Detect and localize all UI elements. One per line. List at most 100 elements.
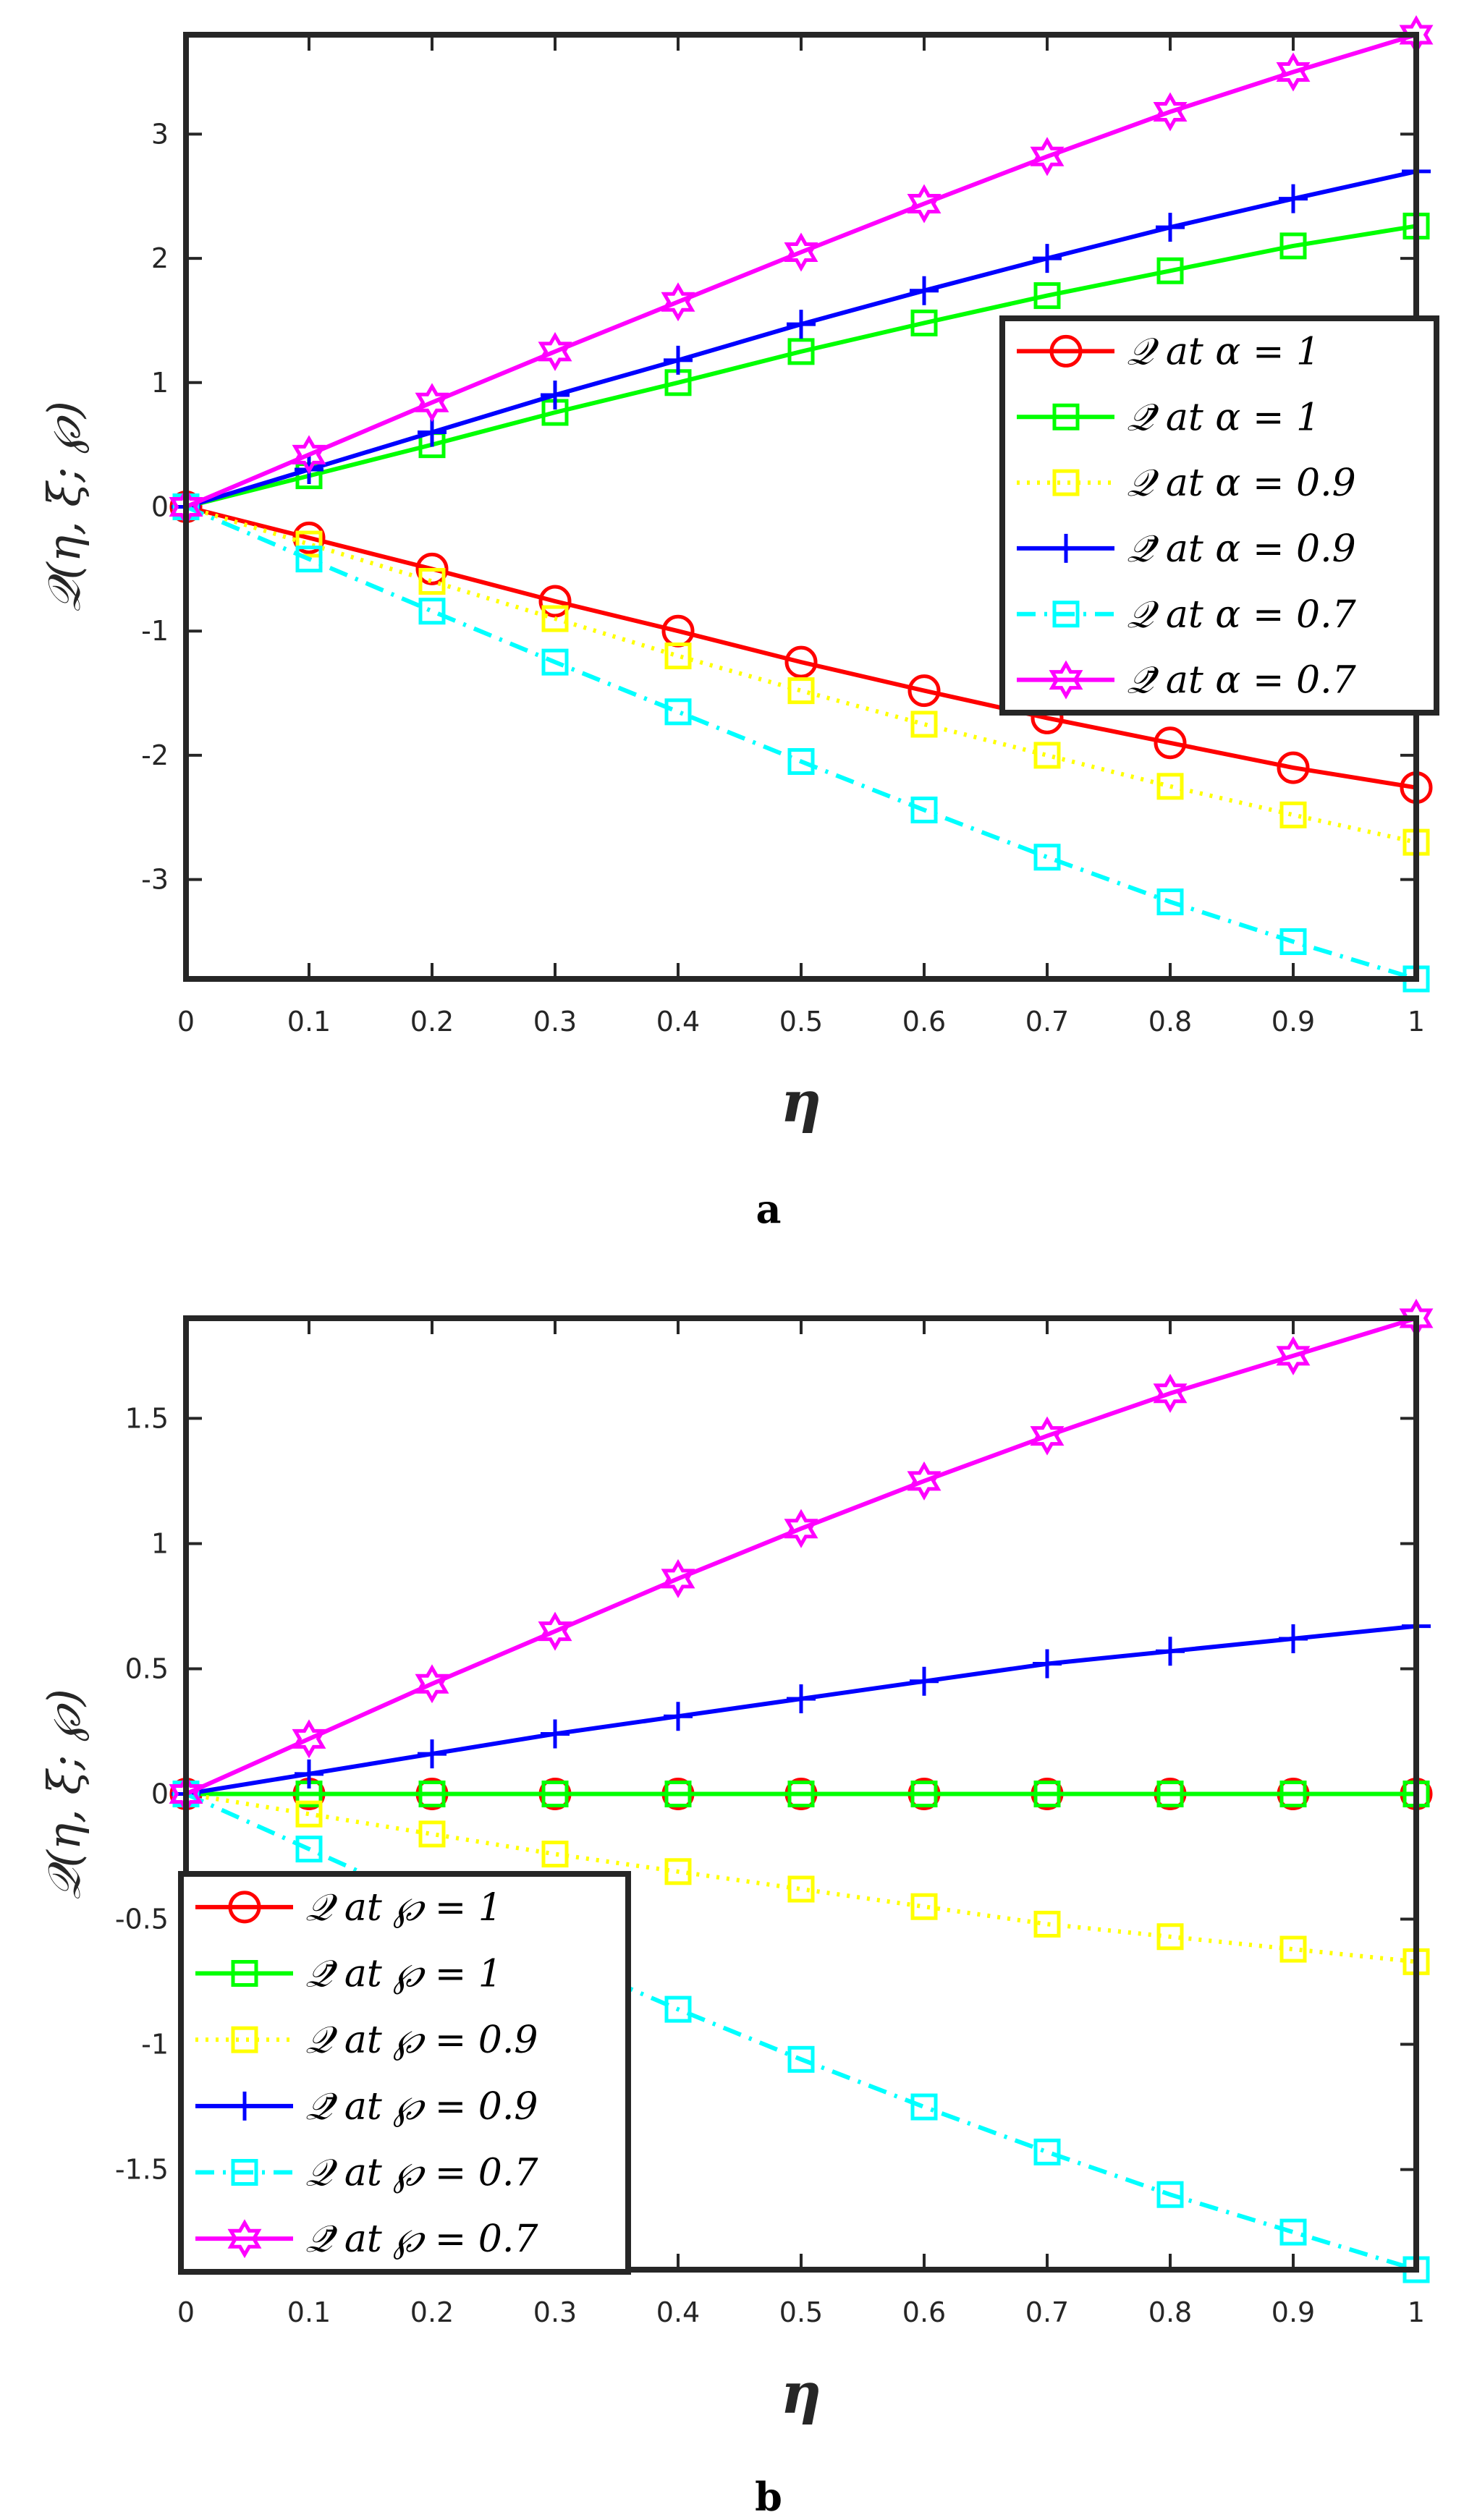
series-line	[185, 504, 1417, 845]
chart-a-x-label: η	[781, 1069, 822, 1135]
legend-item: 𝒬 at α = 1	[1017, 330, 1320, 373]
x-tick-label: 0.4	[656, 1006, 700, 1038]
series-line	[185, 1316, 1417, 1796]
data-point	[784, 1509, 818, 1548]
data-point	[1033, 844, 1061, 871]
x-tick-label: 0.8	[1148, 2296, 1192, 2328]
data-point	[1153, 1373, 1188, 1413]
x-tick-label: 0.6	[902, 1006, 946, 1038]
data-point	[664, 698, 692, 726]
y-tick-label: -1.5	[115, 2154, 169, 2186]
chart-b-y-label: 𝒬(η, ξ; ℘)	[38, 1689, 90, 1900]
x-tick-label: 0.7	[1025, 2296, 1069, 2328]
data-point	[541, 605, 569, 632]
legend-marker	[1049, 660, 1083, 700]
data-point	[787, 1684, 816, 1713]
data-point	[1156, 1923, 1184, 1951]
series-line	[185, 504, 1417, 790]
y-tick-label: 3	[151, 118, 169, 150]
chart-b: -1.5 -1 -0.5 0 0.5 1 1.5 0 0.1 0.2 0.3 0.4 0.5 0.6 0.…	[38, 1298, 1434, 2520]
chart-a-y-ticks: -3 -2 -1 0 1 2 3	[141, 118, 1416, 896]
legend-marker	[1052, 403, 1080, 430]
data-point	[1033, 244, 1062, 273]
data-point	[910, 1781, 938, 1807]
data-point	[1279, 2218, 1307, 2246]
x-tick-label: 0.8	[1148, 1006, 1192, 1038]
data-point	[295, 1759, 323, 1789]
legend-marker	[231, 2159, 258, 2186]
data-point	[1156, 1637, 1185, 1666]
data-point	[415, 383, 449, 423]
data-point	[1277, 751, 1310, 784]
data-point	[1033, 2138, 1061, 2165]
data-point	[418, 417, 447, 447]
x-tick-label: 0.5	[779, 1006, 823, 1038]
x-tick-label: 0.2	[410, 1006, 454, 1038]
legend-marker	[1052, 533, 1080, 563]
data-point	[1279, 801, 1307, 828]
x-tick-label: 0.9	[1272, 1006, 1315, 1038]
legend-label: 𝒬 at ℘ = 0.9	[305, 2019, 538, 2062]
y-tick-label: -3	[141, 864, 169, 896]
legend-marker	[228, 1891, 261, 1924]
legend-item: 𝒬 at α = 0.7	[1017, 593, 1357, 637]
data-point	[295, 1800, 323, 1828]
legend-marker	[230, 2091, 259, 2121]
chart-a: -3 -2 -1 0 1 2 3 0 0.1 0.2 0.3 0.4 0.5 0.6 0.7 0.8 0.9 1…	[38, 14, 1439, 1232]
data-point	[664, 642, 692, 670]
series-line	[185, 1791, 1417, 1964]
chart-a-legend: 𝒬 at α = 1 𝒬̄ at α = 1 𝒬 at α = 0.9 𝒬̄ at α…	[999, 315, 1439, 716]
data-point	[1030, 1416, 1065, 1456]
chart-b-panel-label: b	[755, 2474, 782, 2520]
data-point	[910, 796, 938, 823]
data-point	[910, 309, 938, 336]
data-point	[292, 1719, 326, 1759]
legend-item: 𝒬̄ at ℘ = 0.7	[195, 2218, 538, 2261]
chart-a-series	[169, 14, 1434, 993]
chart-b-x-ticks: 0 0.1 0.2 0.3 0.4 0.5 0.6 0.7 0.8 0.9 1	[177, 1318, 1425, 2328]
data-point	[1279, 184, 1308, 213]
legend-label: 𝒬 at α = 1	[1127, 330, 1320, 373]
y-tick-label: 2	[151, 242, 169, 274]
data-point	[1156, 773, 1184, 800]
data-point	[295, 530, 323, 558]
legend-marker	[231, 2026, 258, 2053]
series-line	[185, 224, 1417, 509]
data-point	[910, 2093, 938, 2121]
data-point	[415, 552, 449, 585]
data-point	[1156, 213, 1185, 242]
data-point	[541, 1841, 569, 1868]
data-point	[1156, 2181, 1184, 2208]
data-point	[787, 677, 815, 705]
x-tick-label: 0.9	[1272, 2296, 1315, 2328]
x-tick-label: 0.5	[779, 2296, 823, 2328]
data-point	[418, 1739, 447, 1769]
data-point	[910, 276, 939, 305]
data-point	[1279, 1781, 1307, 1807]
legend-item: 𝒬̄ at α = 0.9	[1017, 527, 1356, 571]
data-point	[418, 568, 446, 595]
chart-a-y-label: 𝒬(η, ξ; ℘)	[38, 401, 90, 612]
data-point	[1154, 726, 1187, 760]
data-point	[910, 710, 938, 738]
legend-label: 𝒬 at α = 0.9	[1127, 462, 1356, 505]
data-point	[787, 1781, 815, 1807]
data-point	[541, 1719, 570, 1749]
data-point	[541, 648, 569, 676]
data-point	[1033, 1781, 1061, 1807]
data-point	[910, 1893, 938, 1920]
series-line	[185, 33, 1417, 509]
x-tick-label: 0.7	[1025, 1006, 1069, 1038]
data-point	[664, 1781, 692, 1807]
x-tick-label: 0.3	[533, 2296, 577, 2328]
x-tick-label: 0.6	[902, 2296, 946, 2328]
y-tick-label: -1	[141, 615, 169, 647]
data-point	[1156, 257, 1184, 284]
data-point	[1033, 1910, 1061, 1938]
chart-a-panel-label: a	[756, 1186, 782, 1232]
legend-item: 𝒬̄ at α = 0.7	[1017, 659, 1357, 703]
chart-b-legend: 𝒬 at ℘ = 1 𝒬̄ at ℘ = 1 𝒬 at ℘ = 0.9 𝒬̄ at ℘…	[178, 1871, 631, 2275]
y-tick-label: -0.5	[115, 1904, 169, 1935]
legend-label: 𝒬̄ at α = 0.7	[1127, 659, 1357, 703]
